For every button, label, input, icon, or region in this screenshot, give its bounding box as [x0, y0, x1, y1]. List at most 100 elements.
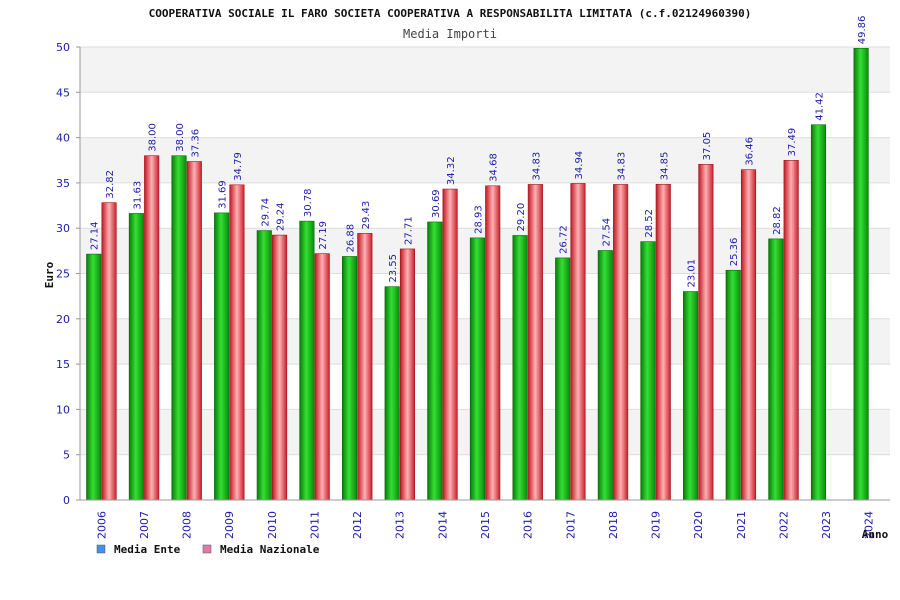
- x-tick-label-2006: 2006: [95, 511, 108, 539]
- bar-media-ente-2006: [86, 253, 102, 501]
- value-label-media-nazionale-2021: 36.46: [745, 137, 756, 166]
- bar-media-nazionale-2015: [485, 185, 501, 501]
- x-tick-label-2020: 2020: [692, 511, 705, 539]
- y-tick-label: 50: [56, 41, 70, 54]
- y-tick-label: 35: [56, 177, 70, 190]
- y-tick-label: 30: [56, 222, 70, 235]
- value-label-media-ente-2021: 25.36: [729, 238, 740, 267]
- value-label-media-nazionale-2018: 34.83: [617, 152, 628, 181]
- y-tick-label: 20: [56, 313, 70, 326]
- x-axis-ticks: 2006 2007 2008 2009 2010 2011 2012 2013 2014 2015…: [95, 511, 875, 539]
- value-label-media-nazionale-2010: 29.24: [276, 202, 287, 231]
- value-label-media-nazionale-2019: 34.85: [659, 152, 670, 181]
- bar-media-ente-2022: [768, 238, 784, 501]
- value-label-media-ente-2020: 23.01: [687, 259, 698, 288]
- chart-title: COOPERATIVA SOCIALE IL FARO SOCIETA COOP…: [149, 7, 752, 20]
- bar-media-nazionale-2007: [144, 155, 160, 501]
- value-labels: 27.14 32.82 31.63 38.00 38.00 37.36 31.69 34.79…: [90, 16, 868, 288]
- plot-band: [80, 47, 890, 93]
- x-tick-label-2016: 2016: [522, 511, 535, 539]
- bar-media-nazionale-2011: [314, 253, 330, 501]
- bar-media-nazionale-2017: [570, 183, 586, 501]
- bar-media-nazionale-2021: [740, 169, 757, 501]
- bar-media-nazionale-2006: [101, 202, 117, 501]
- x-tick-label-2019: 2019: [650, 511, 663, 539]
- bar-media-ente-2011: [299, 220, 315, 501]
- bar-media-nazionale-2013: [399, 248, 416, 501]
- bar-media-nazionale-2020: [698, 164, 714, 501]
- x-tick-label-2023: 2023: [820, 511, 833, 539]
- y-tick-label: 10: [56, 403, 70, 416]
- value-label-media-ente-2016: 29.20: [516, 203, 527, 232]
- bar-media-ente-2015: [469, 237, 485, 501]
- bar-media-ente-2018: [597, 250, 613, 501]
- bar-media-ente-2019: [640, 241, 656, 501]
- bar-media-ente-2020: [683, 291, 699, 501]
- value-label-media-nazionale-2014: 34.32: [446, 156, 457, 185]
- x-tick-label-2011: 2011: [308, 511, 321, 539]
- value-label-media-ente-2014: 30.69: [431, 189, 442, 218]
- legend: Media Ente Media Nazionale: [96, 543, 320, 556]
- value-label-media-ente-2006: 27.14: [90, 221, 101, 250]
- y-tick-label: 5: [63, 449, 70, 462]
- value-label-media-ente-2024: 49.86: [857, 16, 868, 45]
- value-label-media-ente-2013: 23.55: [388, 254, 399, 283]
- value-label-media-ente-2007: 31.63: [132, 181, 143, 210]
- value-label-media-nazionale-2022: 37.49: [787, 128, 798, 157]
- y-tick-label: 25: [56, 268, 70, 281]
- bar-media-nazionale-2009: [229, 184, 245, 501]
- bar-media-nazionale-2014: [442, 188, 458, 501]
- bar-media-nazionale-2019: [655, 183, 671, 501]
- x-tick-label-2014: 2014: [436, 511, 449, 539]
- bar-media-ente-2010: [256, 230, 272, 501]
- x-axis-label: Anno: [862, 528, 889, 541]
- value-label-media-ente-2017: 26.72: [559, 225, 570, 254]
- legend-label-media-ente: Media Ente: [114, 543, 181, 556]
- bar-media-nazionale-2022: [783, 160, 799, 501]
- y-axis-label: Euro: [43, 261, 56, 288]
- bars: [86, 47, 869, 501]
- value-label-media-nazionale-2006: 32.82: [105, 170, 116, 199]
- value-label-media-nazionale-2007: 38.00: [148, 123, 159, 152]
- chart-subtitle: Media Importi: [403, 27, 497, 41]
- value-label-media-ente-2022: 28.82: [772, 206, 783, 235]
- bar-media-ente-2017: [555, 257, 571, 501]
- bar-media-nazionale-2010: [272, 234, 288, 501]
- value-label-media-ente-2015: 28.93: [473, 205, 484, 234]
- value-label-media-ente-2018: 27.54: [601, 218, 612, 247]
- x-tick-label-2015: 2015: [479, 511, 492, 539]
- x-tick-label-2017: 2017: [564, 511, 577, 539]
- value-label-media-ente-2019: 28.52: [644, 209, 655, 238]
- value-label-media-ente-2009: 31.69: [218, 180, 229, 209]
- bar-media-nazionale-2016: [527, 184, 543, 501]
- legend-label-media-nazionale: Media Nazionale: [220, 543, 320, 556]
- value-label-media-ente-2011: 30.78: [303, 188, 314, 217]
- plot-band: [80, 92, 890, 138]
- x-tick-label-2022: 2022: [777, 511, 790, 539]
- value-label-media-ente-2010: 29.74: [260, 198, 271, 227]
- bar-media-ente-2012: [341, 256, 358, 501]
- value-label-media-nazionale-2020: 37.05: [702, 132, 713, 161]
- x-tick-label-2013: 2013: [394, 511, 407, 539]
- bar-media-ente-2007: [128, 213, 144, 501]
- x-tick-label-2024: 2024: [863, 511, 876, 539]
- x-tick-label-2009: 2009: [223, 511, 236, 539]
- y-tick-label: 40: [56, 132, 70, 145]
- bar-media-ente-2013: [384, 286, 400, 501]
- value-label-media-nazionale-2013: 27.71: [403, 216, 414, 245]
- bar-media-nazionale-2008: [186, 161, 202, 501]
- bar-media-ente-2023: [810, 124, 827, 501]
- bar-media-ente-2008: [171, 155, 187, 501]
- value-label-media-nazionale-2016: 34.83: [531, 152, 542, 181]
- bar-media-ente-2009: [214, 212, 230, 501]
- value-label-media-nazionale-2015: 34.68: [489, 153, 500, 182]
- x-tick-label-2010: 2010: [266, 511, 279, 539]
- y-axis-ticks: 0 5 10 15 20 25 30 35 40 45 50: [56, 41, 80, 507]
- value-label-media-nazionale-2012: 29.43: [361, 201, 372, 230]
- bar-media-ente-2024: [853, 47, 869, 501]
- bar-media-nazionale-2018: [613, 184, 629, 501]
- value-label-media-ente-2012: 26.88: [346, 224, 357, 253]
- x-tick-label-2018: 2018: [607, 511, 620, 539]
- bar-media-nazionale-2012: [357, 233, 373, 501]
